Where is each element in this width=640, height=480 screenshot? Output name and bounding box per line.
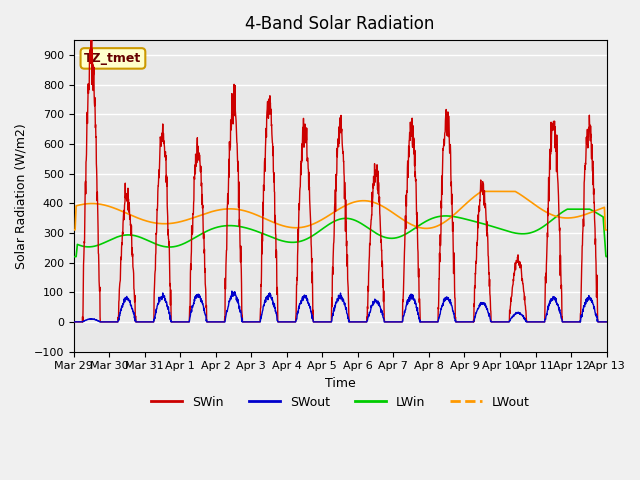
X-axis label: Time: Time	[324, 377, 355, 390]
Text: TZ_tmet: TZ_tmet	[84, 52, 141, 65]
Title: 4-Band Solar Radiation: 4-Band Solar Radiation	[246, 15, 435, 33]
Y-axis label: Solar Radiation (W/m2): Solar Radiation (W/m2)	[15, 123, 28, 269]
Legend: SWin, SWout, LWin, LWout: SWin, SWout, LWin, LWout	[146, 391, 534, 414]
